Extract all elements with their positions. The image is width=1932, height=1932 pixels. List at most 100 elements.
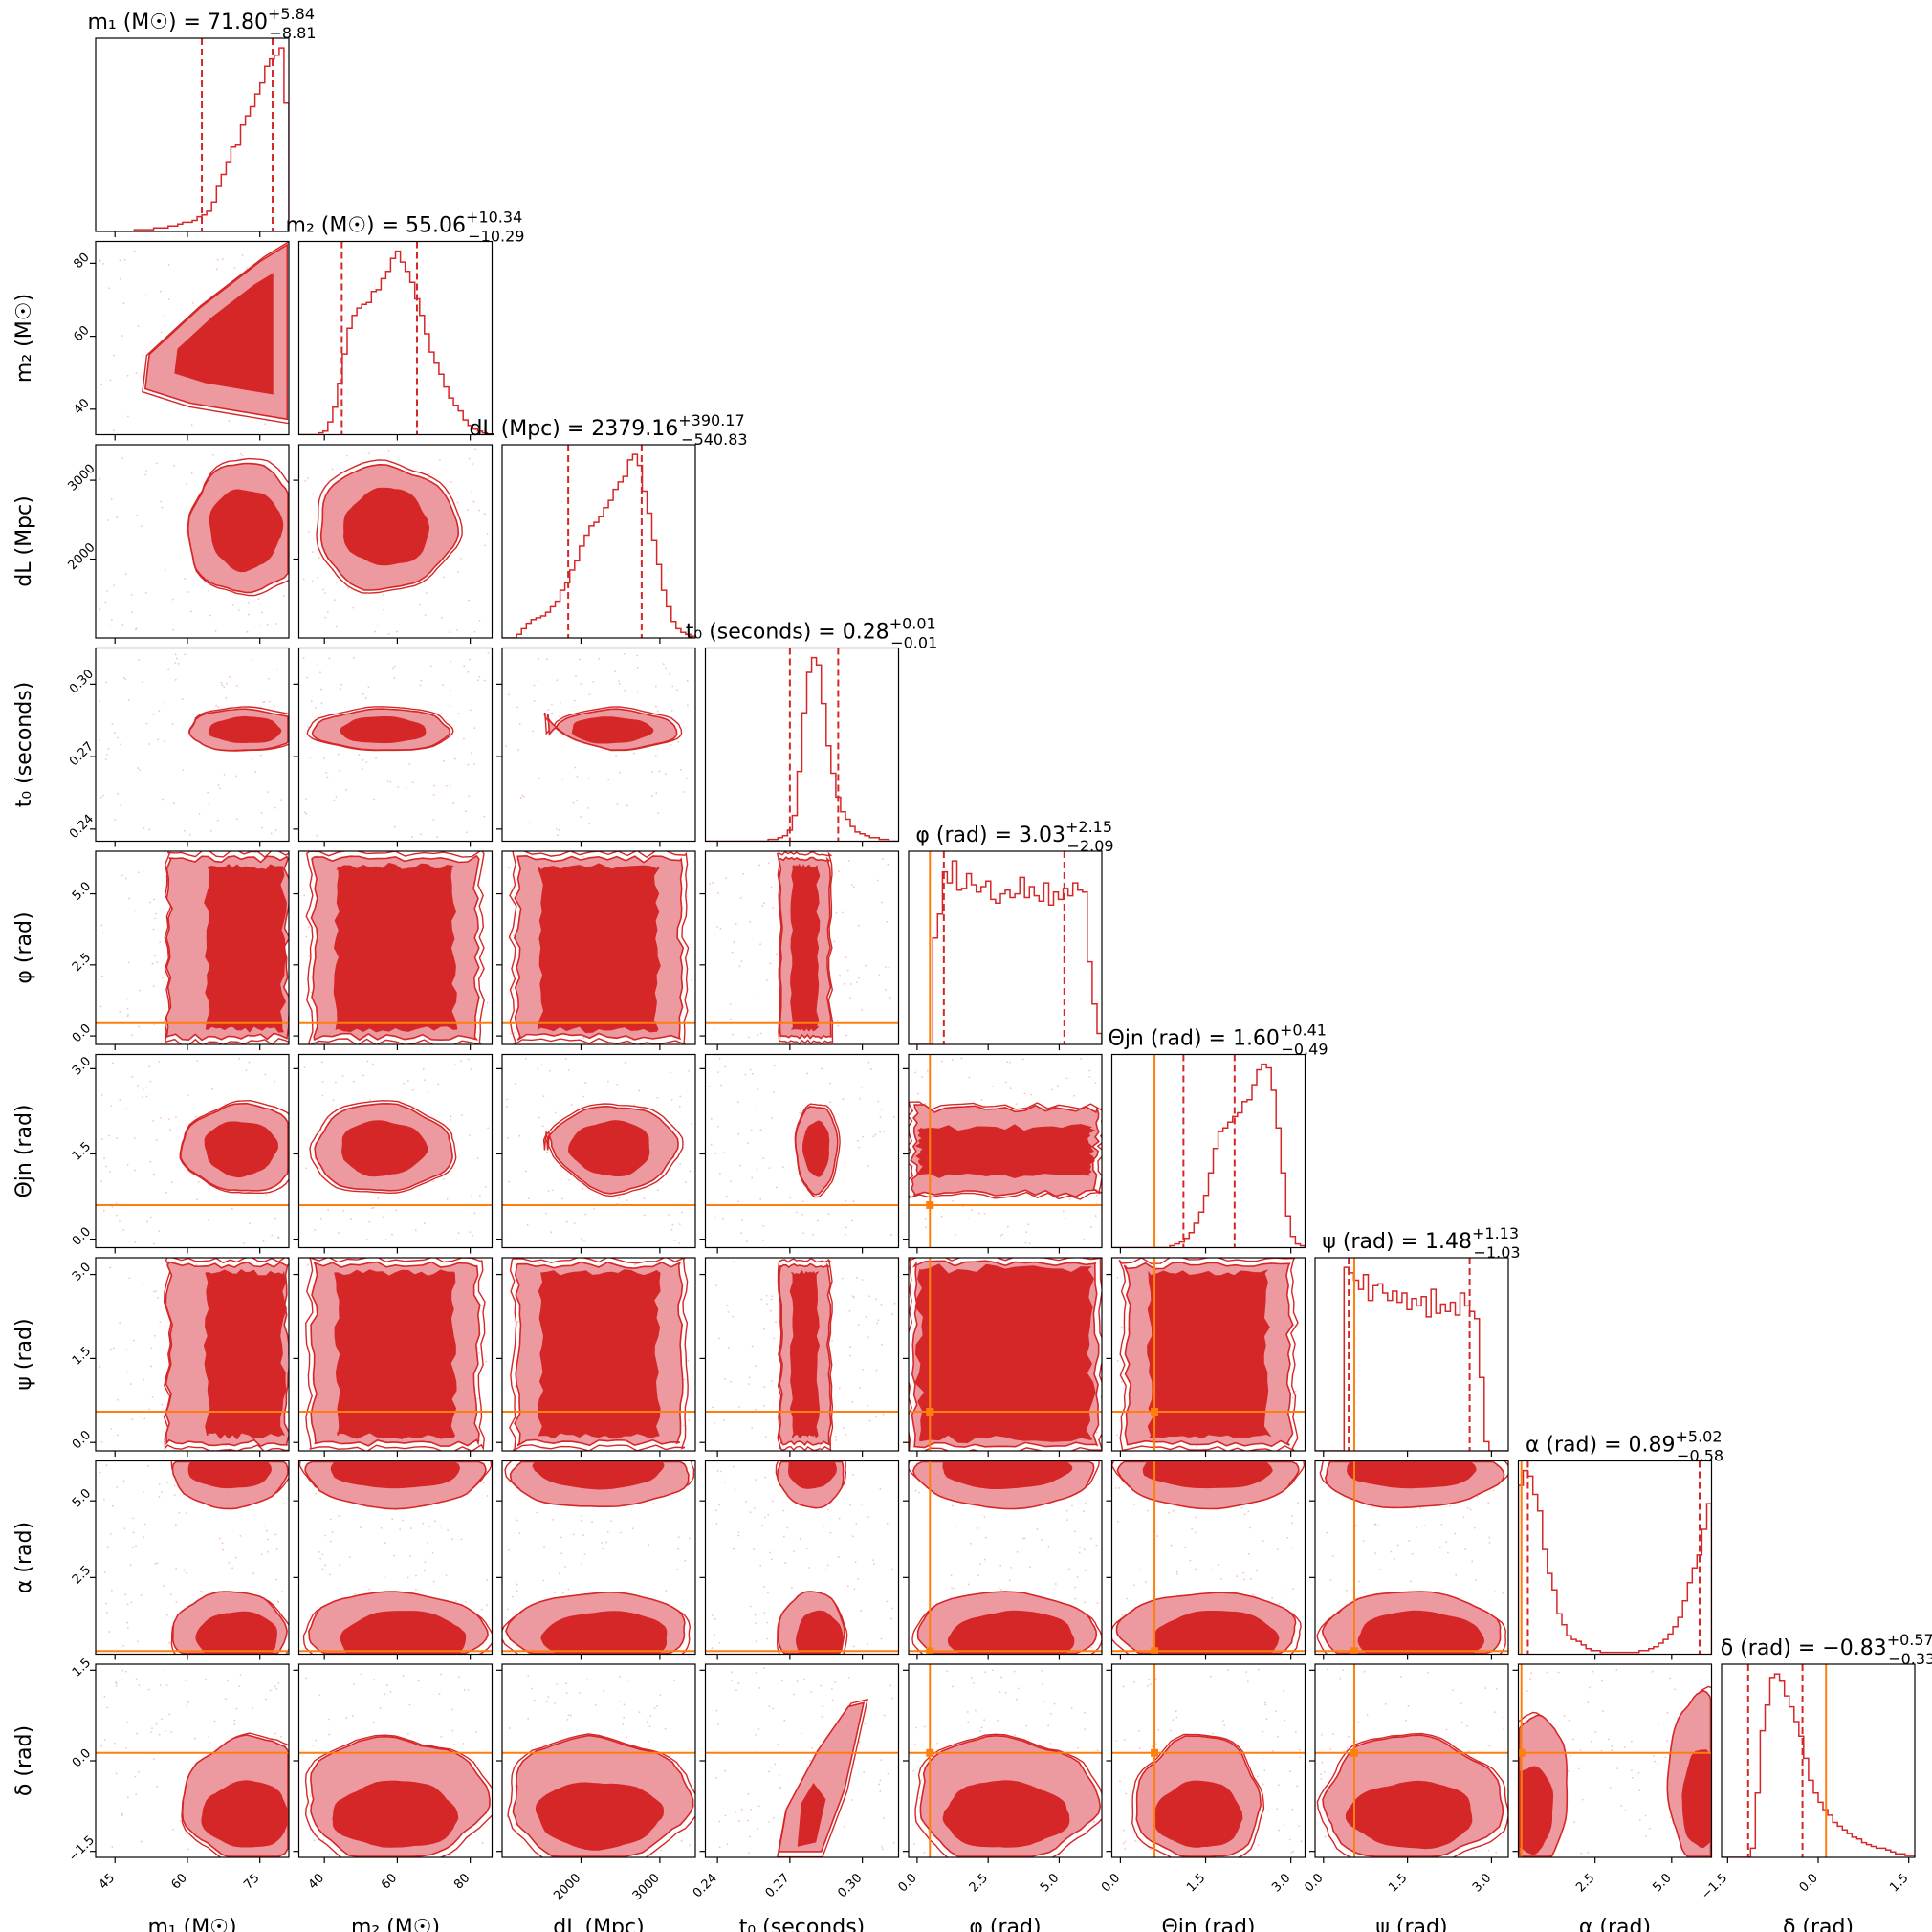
- scatter-point: [1278, 1784, 1280, 1787]
- scatter-point: [197, 1180, 200, 1183]
- scatter-point: [402, 1519, 404, 1522]
- scatter-point: [724, 1481, 727, 1483]
- scatter-point: [913, 1744, 916, 1745]
- scatter-point: [304, 480, 307, 482]
- scatter-point: [1264, 1701, 1266, 1704]
- scatter-point: [102, 794, 104, 797]
- scatter-point: [132, 1517, 134, 1520]
- scatter-point: [719, 1470, 722, 1473]
- contour-outer: [914, 1733, 1102, 1857]
- scatter-point: [1291, 1514, 1293, 1517]
- scatter-point: [754, 1614, 757, 1616]
- scatter-point: [471, 499, 473, 502]
- contour-1sigma: [942, 1780, 1070, 1848]
- scatter-point: [616, 802, 619, 805]
- y-tick-label: 1.5: [70, 1344, 94, 1368]
- scatter-point: [265, 1529, 268, 1532]
- scatter-point: [730, 1180, 733, 1183]
- scatter-point: [362, 768, 364, 770]
- scatter-point: [384, 1542, 386, 1545]
- scatter-point: [538, 777, 540, 779]
- scatter-point: [328, 1117, 331, 1120]
- scatter-point: [715, 1709, 718, 1712]
- scatter-point: [155, 1723, 158, 1725]
- scatter-point: [281, 1591, 283, 1592]
- scatter-point: [842, 911, 844, 914]
- contour-1sigma: [914, 1124, 1096, 1179]
- scatter-point: [319, 1218, 322, 1220]
- scatter-point: [262, 1240, 265, 1242]
- scatter-point: [780, 1680, 783, 1682]
- scatter-point: [806, 1072, 808, 1075]
- scatter-point: [163, 1585, 165, 1588]
- scatter-point: [419, 833, 422, 836]
- scatter-point: [215, 704, 218, 707]
- scatter-point: [1579, 1749, 1582, 1751]
- scatter-point: [1248, 1552, 1250, 1555]
- scatter-point: [516, 1590, 518, 1592]
- scatter-point: [786, 1526, 789, 1529]
- scatter-point: [175, 1601, 178, 1603]
- scatter-point: [796, 1680, 799, 1682]
- scatter-point: [234, 1556, 237, 1559]
- scatter-point: [923, 1851, 926, 1854]
- scatter-point: [763, 1516, 766, 1519]
- joint-panel-alpha-phi: [909, 1460, 1102, 1655]
- panel-frame: [908, 850, 1103, 1045]
- scatter-point: [544, 1212, 547, 1215]
- scatter-point: [231, 1567, 234, 1570]
- scatter-point: [679, 1095, 682, 1098]
- scatter-point: [314, 515, 317, 517]
- scatter-point: [951, 1059, 954, 1061]
- scatter-point: [835, 912, 838, 914]
- scatter-point: [235, 775, 238, 778]
- scatter-point: [885, 966, 888, 968]
- scatter-point: [1147, 1684, 1149, 1687]
- scatter-point: [142, 1088, 144, 1091]
- scatter-point: [222, 1548, 225, 1551]
- scatter-point: [274, 1533, 277, 1536]
- scatter-point: [858, 1146, 861, 1149]
- scatter-point: [550, 1231, 553, 1234]
- scatter-point: [1023, 1537, 1026, 1540]
- scatter-point: [1050, 1088, 1053, 1091]
- scatter-point: [472, 1234, 474, 1237]
- scatter-point: [121, 335, 123, 337]
- scatter-point: [99, 1180, 102, 1183]
- panel-frame: [1517, 1460, 1713, 1656]
- scatter-point: [246, 267, 249, 270]
- scatter-point: [576, 776, 579, 778]
- scatter-point: [137, 767, 140, 769]
- scatter-point: [126, 415, 129, 418]
- scatter-point: [239, 1674, 242, 1676]
- scatter-point: [261, 826, 263, 829]
- scatter-point: [1379, 1568, 1382, 1570]
- scatter-point: [439, 459, 441, 462]
- scatter-point: [241, 454, 244, 457]
- scatter-point: [745, 1500, 748, 1503]
- scatter-point: [769, 1551, 772, 1554]
- scatter-point: [322, 588, 325, 591]
- scatter-point: [1271, 1596, 1274, 1599]
- scatter-point: [186, 529, 188, 532]
- scatter-point: [467, 509, 470, 512]
- scatter-point: [315, 1492, 318, 1495]
- scatter-point: [1170, 1729, 1173, 1732]
- scatter-point: [1211, 1569, 1214, 1571]
- scatter-point: [419, 604, 421, 606]
- scatter-point: [890, 1697, 893, 1700]
- scatter-point: [514, 1385, 516, 1388]
- scatter-point: [662, 1503, 665, 1505]
- scatter-point: [654, 705, 657, 708]
- panel-frame: [704, 1053, 900, 1249]
- scatter-point: [156, 961, 158, 963]
- scatter-point: [134, 1241, 137, 1243]
- scatter-point: [1602, 1710, 1604, 1713]
- scatter-point: [151, 962, 154, 965]
- scatter-point: [1567, 1769, 1570, 1772]
- scatter-point: [1062, 1210, 1065, 1213]
- scatter-point: [735, 1811, 736, 1813]
- scatter-point: [100, 384, 102, 386]
- y-tick-label: 60: [71, 323, 92, 344]
- scatter-point: [1079, 1546, 1081, 1548]
